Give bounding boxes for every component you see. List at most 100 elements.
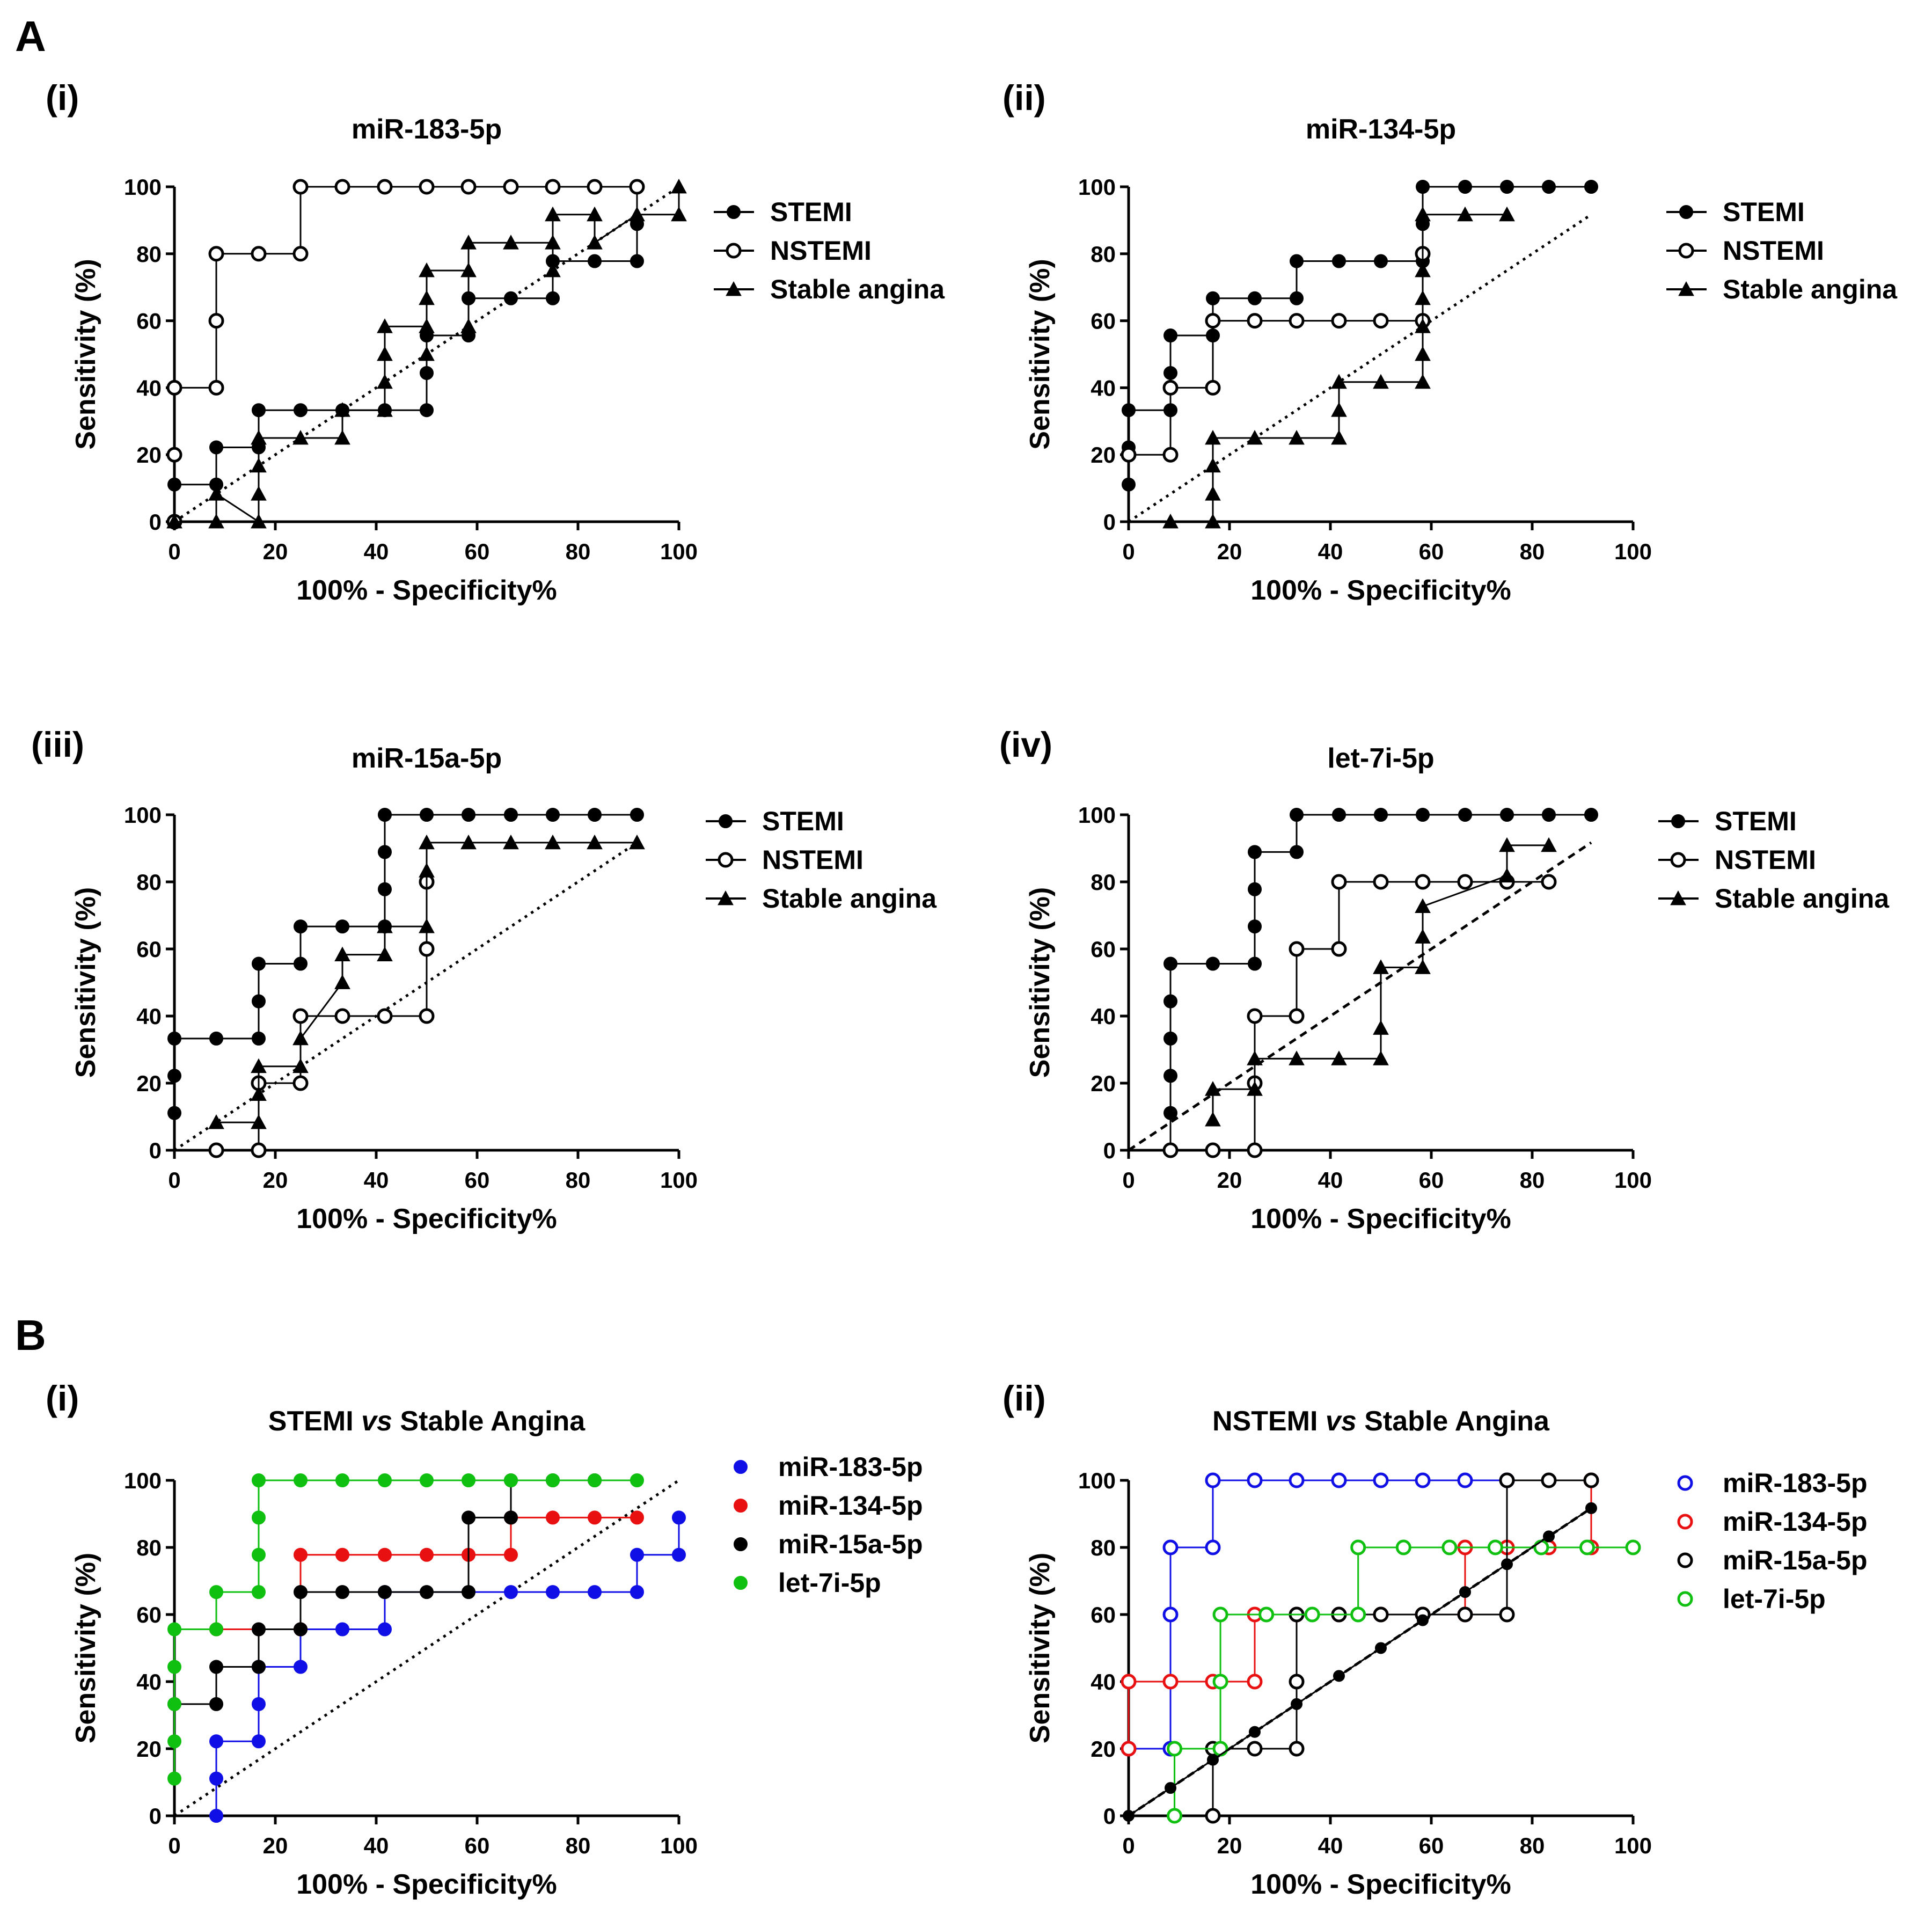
- data-point: [1541, 1472, 1557, 1488]
- y-tick-label: 20: [136, 1736, 162, 1762]
- legend-entry: miR-183-5p: [734, 1452, 923, 1482]
- data-point: [251, 429, 267, 445]
- y-tick-label: 100: [124, 1468, 162, 1493]
- legend-label: Stable angina: [1723, 274, 1898, 304]
- y-tick-label: 60: [1091, 1602, 1116, 1627]
- data-point: [460, 318, 477, 333]
- data-point: [251, 1114, 267, 1129]
- y-tick-label: 80: [1091, 242, 1116, 267]
- data-point: [1248, 291, 1262, 305]
- data-point: [1163, 1069, 1178, 1083]
- legend-label: NSTEMI: [1723, 236, 1824, 266]
- data-point: [251, 1473, 266, 1487]
- y-axis-label: Sensitivity (%): [70, 887, 101, 1078]
- data-point: [294, 1585, 308, 1599]
- legend-marker: [1677, 1552, 1693, 1568]
- data-point: [1121, 447, 1137, 463]
- data-point: [377, 946, 393, 962]
- data-point: [209, 1697, 224, 1711]
- data-point: [1542, 808, 1556, 822]
- chart-title-part: STEMI: [268, 1406, 361, 1437]
- series-stemi: [167, 180, 644, 529]
- legend-entry: STEMI: [1658, 806, 1797, 836]
- data-point: [1205, 1081, 1221, 1096]
- y-tick-label: 0: [149, 1803, 162, 1829]
- data-point: [1499, 1472, 1515, 1488]
- legend-label: STEMI: [1715, 806, 1797, 836]
- chart-title-part: vs: [361, 1406, 392, 1437]
- y-tick-label: 60: [136, 309, 162, 334]
- data-point: [334, 1008, 350, 1024]
- x-tick-label: 100: [1614, 539, 1652, 564]
- legend-label: miR-15a-5p: [1723, 1545, 1868, 1575]
- data-point: [1205, 429, 1221, 445]
- legend-marker: [1678, 281, 1694, 296]
- panel-letter-a: A: [15, 12, 46, 60]
- data-point: [1584, 180, 1598, 194]
- data-point: [503, 1547, 518, 1562]
- y-tick-label: 20: [136, 442, 162, 468]
- reference-diagonal: [1128, 841, 1592, 1152]
- x-tick-label: 60: [1419, 1833, 1444, 1858]
- data-point: [377, 346, 393, 361]
- data-point: [1415, 1472, 1431, 1488]
- y-axis-label: Sensitivity (%): [1024, 259, 1056, 449]
- data-point: [629, 179, 645, 195]
- data-point: [545, 179, 561, 195]
- chart-title-part: NSTEMI: [1212, 1406, 1326, 1437]
- data-point: [1415, 898, 1431, 914]
- data-point: [546, 1473, 560, 1487]
- legend-label: miR-134-5p: [1723, 1507, 1868, 1537]
- data-point: [1415, 929, 1431, 944]
- chart-a-iii: (iii) miR-15a-5p 0 20 40 60 80 100 0 20 40 60 80 100 1…: [31, 725, 937, 1235]
- data-point: [1331, 941, 1347, 957]
- data-point: [546, 1510, 560, 1525]
- data-point: [503, 235, 519, 250]
- x-tick-label: 20: [263, 1833, 288, 1858]
- data-point: [251, 1585, 266, 1599]
- data-point: [251, 1622, 266, 1637]
- data-point: [209, 1809, 224, 1823]
- series-line: [1170, 881, 1549, 1151]
- legend-label: miR-183-5p: [778, 1452, 923, 1482]
- data-point: [1499, 837, 1515, 852]
- legend-marker: [718, 852, 734, 868]
- x-tick-label: 0: [168, 1167, 180, 1193]
- x-tick-label: 40: [1318, 1833, 1343, 1858]
- data-point: [545, 834, 561, 850]
- legend-label: NSTEMI: [762, 845, 863, 875]
- data-point: [460, 262, 477, 277]
- legend-label: NSTEMI: [1715, 845, 1816, 875]
- data-point: [1248, 956, 1262, 971]
- data-point: [1350, 1539, 1366, 1555]
- reference-diagonal: [173, 1479, 680, 1817]
- data-point: [335, 1473, 350, 1487]
- data-point: [545, 235, 561, 250]
- chart-b-i: (i) STEMI vs Stable Angina 0 20 40 60 80 100 0 20…: [46, 1378, 923, 1900]
- data-point: [419, 918, 435, 933]
- y-tick-label: 60: [136, 1602, 162, 1627]
- y-tick-label: 60: [1091, 309, 1116, 334]
- data-point: [251, 1660, 266, 1674]
- legend-entry: let-7i-5p: [734, 1568, 881, 1598]
- legend-marker: [1677, 1475, 1693, 1491]
- data-point: [208, 246, 224, 262]
- data-point: [587, 235, 603, 250]
- data-point: [208, 379, 224, 396]
- data-point: [1163, 1106, 1178, 1120]
- data-point: [630, 1547, 644, 1562]
- subpanel-label: (iii): [31, 725, 84, 764]
- x-tick-label: 60: [465, 1167, 490, 1193]
- data-point: [1541, 837, 1557, 852]
- x-tick-label: 100: [1614, 1167, 1652, 1193]
- y-tick-label: 100: [1078, 174, 1116, 200]
- data-point: [419, 290, 435, 305]
- data-point: [251, 1058, 267, 1073]
- y-tick-label: 20: [1091, 442, 1116, 468]
- data-point: [208, 1114, 224, 1129]
- data-point: [1331, 874, 1347, 890]
- data-point: [1212, 1606, 1228, 1623]
- chart-title: NSTEMI vs Stable Angina: [1212, 1406, 1550, 1437]
- data-point: [377, 1473, 392, 1487]
- data-point: [377, 882, 392, 896]
